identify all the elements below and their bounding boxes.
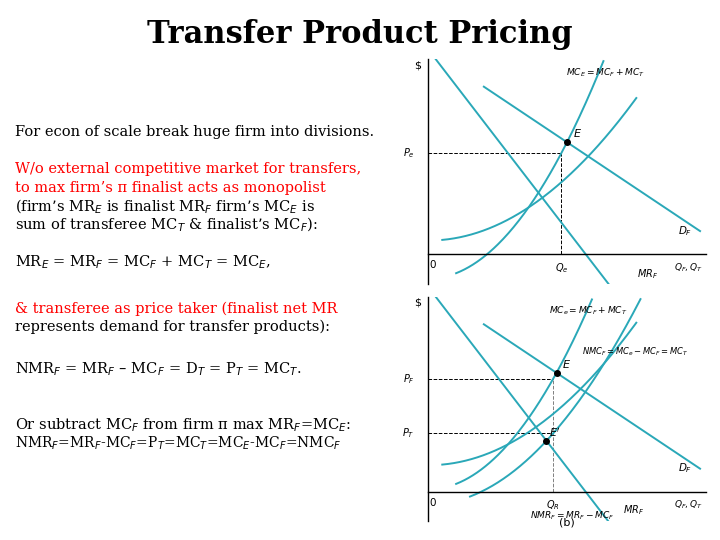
Text: $D_F$: $D_F$ [678, 462, 692, 475]
Text: $P_T$: $P_T$ [402, 427, 415, 440]
Text: $P_F$: $P_F$ [402, 372, 415, 386]
Text: (firm’s MR$_E$ is finalist MR$_F$ firm’s MC$_E$ is: (firm’s MR$_E$ is finalist MR$_F$ firm’s… [15, 197, 315, 215]
Text: W/o external competitive market for transfers,: W/o external competitive market for tran… [15, 163, 361, 176]
Text: $Q_e$: $Q_e$ [554, 261, 568, 275]
Text: $NMR_F = MR_F - MC_F$: $NMR_F = MR_F - MC_F$ [531, 509, 615, 522]
Text: Transfer Product Pricing: Transfer Product Pricing [147, 19, 573, 50]
Text: 0: 0 [429, 498, 436, 508]
Text: $: $ [414, 298, 420, 308]
Text: $Q_R$: $Q_R$ [546, 499, 560, 512]
Text: NMR$_F$ = MR$_F$ – MC$_F$ = D$_T$ = P$_T$ = MC$_T$.: NMR$_F$ = MR$_F$ – MC$_F$ = D$_T$ = P$_T… [15, 360, 302, 378]
Text: to max firm’s π finalist acts as monopolist: to max firm’s π finalist acts as monopol… [15, 181, 326, 195]
Text: $: $ [414, 60, 420, 70]
Text: Or subtract MC$_F$ from firm π max MR$_F$=MC$_E$:: Or subtract MC$_F$ from firm π max MR$_F… [15, 416, 351, 434]
Text: 0: 0 [429, 260, 436, 270]
Text: NMR$_F$=MR$_F$-MC$_F$=P$_T$=MC$_T$=MC$_E$-MC$_F$=NMC$_F$: NMR$_F$=MR$_F$-MC$_F$=P$_T$=MC$_T$=MC$_E… [15, 435, 342, 452]
Text: MR$_E$ = MR$_F$ = MC$_F$ + MC$_T$ = MC$_E$,: MR$_E$ = MR$_F$ = MC$_F$ + MC$_T$ = MC$_… [15, 253, 271, 271]
Text: $E$: $E$ [562, 358, 571, 370]
Text: $Q_F,Q_T$: $Q_F,Q_T$ [674, 261, 703, 274]
Text: $MC_E = MC_F + MC_T$: $MC_E = MC_F + MC_T$ [566, 67, 644, 79]
Text: $P_e$: $P_e$ [402, 146, 415, 160]
Text: represents demand for transfer products):: represents demand for transfer products)… [15, 320, 330, 334]
Text: (b): (b) [559, 517, 575, 527]
Text: $NMC_F = MC_e - MC_F = MC_T$: $NMC_F = MC_e - MC_F = MC_T$ [582, 345, 689, 358]
Text: sum of transferee MC$_T$ & finalist’s MC$_F$):: sum of transferee MC$_T$ & finalist’s MC… [15, 216, 318, 234]
Text: $E$: $E$ [572, 127, 582, 139]
Text: $D_F$: $D_F$ [678, 224, 692, 238]
Text: For econ of scale break huge firm into divisions.: For econ of scale break huge firm into d… [15, 125, 374, 139]
Text: $MC_e = MC_F + MC_T$: $MC_e = MC_F + MC_T$ [549, 305, 628, 317]
Text: $E'$: $E'$ [549, 426, 561, 439]
Text: $MR_F$: $MR_F$ [637, 267, 659, 281]
Text: $MR_F$: $MR_F$ [624, 503, 644, 517]
Text: & transferee as price taker (finalist net MR: & transferee as price taker (finalist ne… [15, 301, 338, 316]
Text: $Q_F,Q_T$: $Q_F,Q_T$ [674, 499, 703, 511]
